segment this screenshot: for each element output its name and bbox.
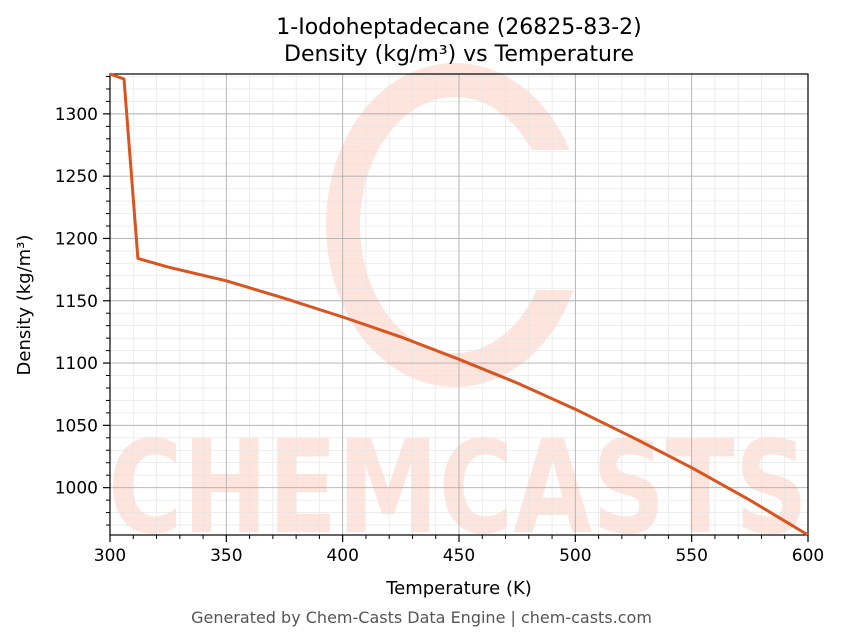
chemcasts-watermark: CHEMCASTS: [108, 63, 808, 563]
x-tick-label: 300: [94, 546, 126, 566]
y-tick-label: 1100: [55, 354, 98, 374]
axes-layer: 300 350 400 450 500 550 600 1000 1050 1100 1150 120…: [55, 75, 824, 566]
y-tick-label: 1000: [55, 479, 98, 499]
y-tick-label: 1150: [55, 292, 98, 312]
grid: [109, 74, 809, 535]
density-chart: CHEMCASTS 300 350 400 450 500 550 600 1000 1050 1…: [14, 15, 824, 599]
y-tick-label: 1200: [55, 229, 98, 249]
chart-title-line-2: Density (kg/m³) vs Temperature: [284, 42, 634, 67]
series-layer: [109, 72, 809, 537]
x-tick-label: 400: [326, 546, 358, 566]
y-tick-label: 1050: [55, 416, 98, 436]
y-axis-label: Density (kg/m³): [14, 235, 35, 376]
y-tick-label: 1300: [55, 105, 98, 125]
x-tick-label: 500: [559, 546, 591, 566]
svg-text:CHEMCASTS: CHEMCASTS: [108, 414, 808, 563]
x-tick-label: 550: [675, 546, 707, 566]
x-axis-label: Temperature (K): [385, 578, 532, 599]
x-tick-label: 600: [792, 546, 824, 566]
y-tick-label: 1250: [55, 167, 98, 187]
x-tick-label: 350: [210, 546, 242, 566]
chart-title-line-1: 1-Iodoheptadecane (26825-83-2): [276, 15, 641, 40]
density-series-line: [109, 72, 809, 537]
x-tick-label: 450: [443, 546, 475, 566]
footer-credit: Generated by Chem-Casts Data Engine | ch…: [191, 608, 652, 627]
